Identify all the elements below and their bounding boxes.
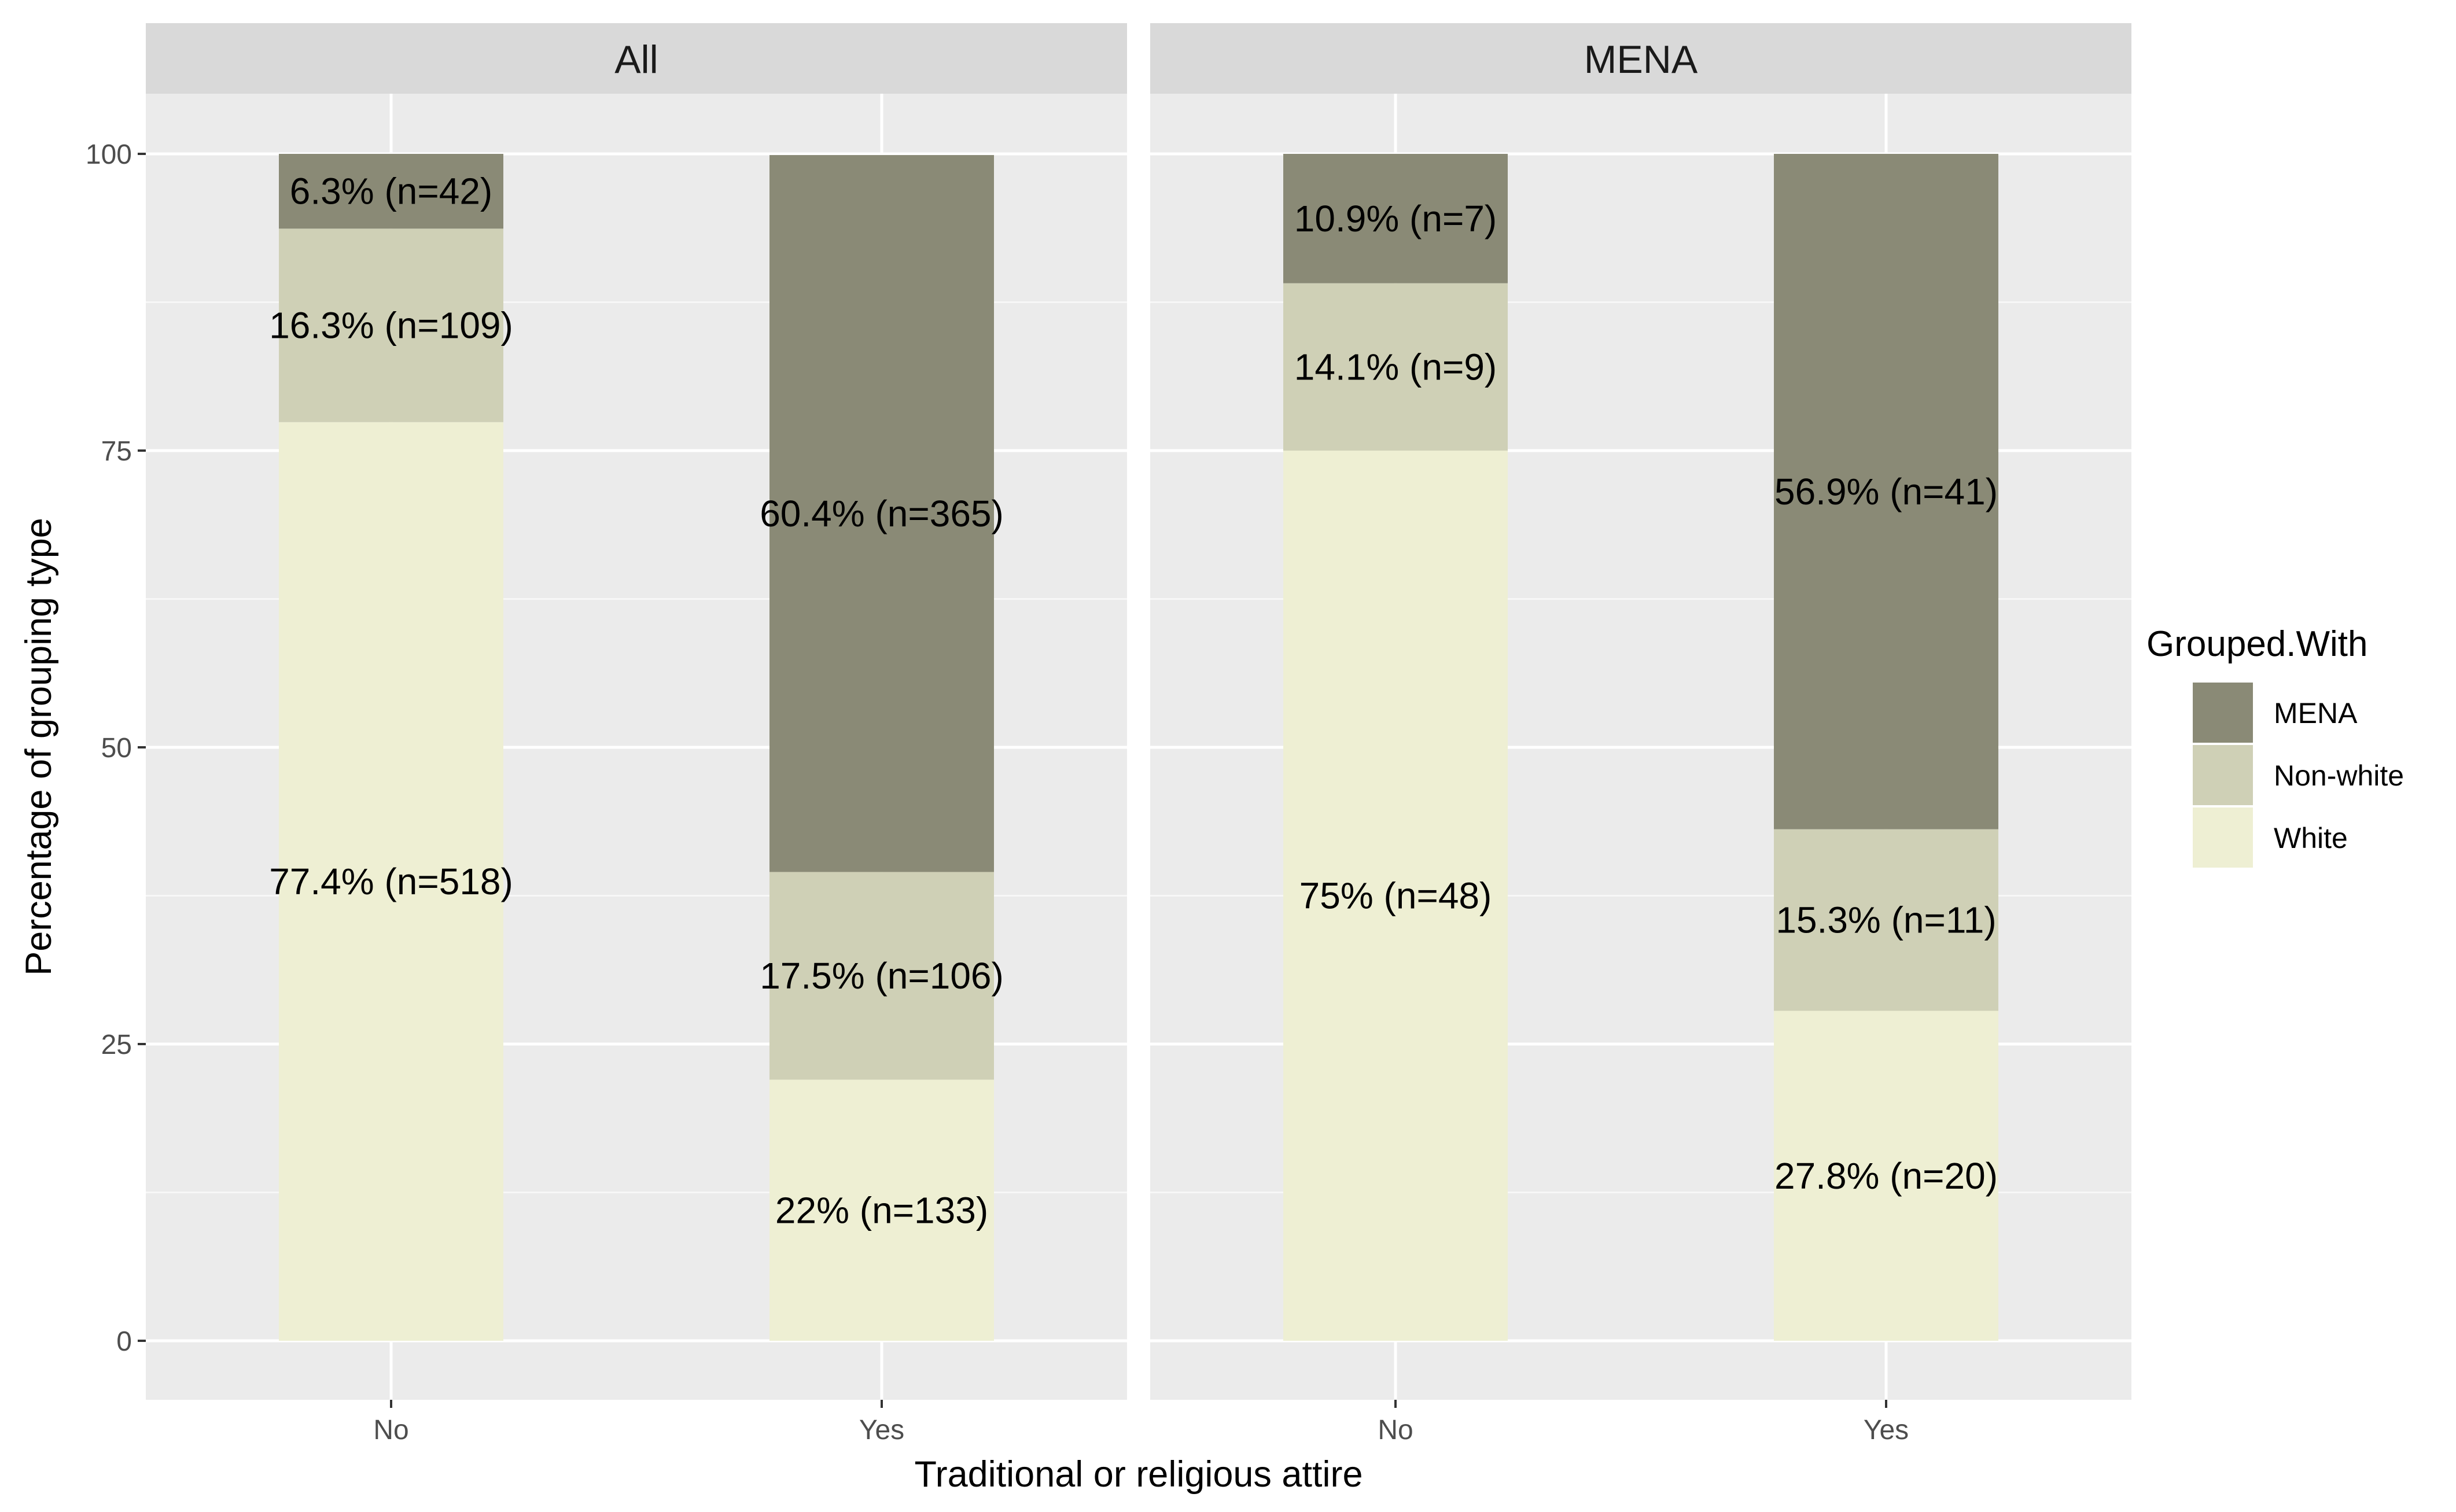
legend-key-non-white — [2193, 745, 2253, 805]
bar-data-label: 6.3% (n=42) — [290, 171, 492, 212]
bar-labels: 77.4% (n=518) 16.3% (n=109) 6.3% (n=42) 22%… — [269, 171, 1004, 1231]
bar-labels: 75% (n=48) 14.1% (n=9) 10.9% (n=7) 27.8% (n… — [1294, 198, 1998, 1197]
bar-data-label: 75% (n=48) — [1299, 875, 1492, 917]
bar-data-label: 27.8% (n=20) — [1774, 1155, 1998, 1197]
bar-data-label: 16.3% (n=109) — [269, 305, 513, 346]
bar-data-label: 10.9% (n=7) — [1294, 198, 1497, 239]
bar-segment-mena-no — [1283, 154, 1508, 283]
bar-data-label: 22% (n=133) — [775, 1189, 988, 1231]
panel-title: MENA — [1584, 38, 1698, 82]
legend-label: Non-white — [2274, 759, 2404, 792]
bar-segment-non-white-no — [1283, 283, 1508, 451]
x-tick-label: No — [1378, 1415, 1413, 1445]
legend-label: MENA — [2274, 697, 2358, 729]
legend-title: Grouped.With — [2146, 624, 2368, 664]
bar-segment-white-yes — [1774, 1011, 1998, 1341]
x-axis-all: No Yes — [373, 1400, 904, 1445]
bar-segment-mena-no — [279, 154, 503, 229]
x-axis-mena: No Yes — [1378, 1400, 1909, 1445]
x-tick-label: Yes — [1864, 1415, 1909, 1445]
y-tick-label: 75 — [101, 436, 132, 467]
x-tick-label: Yes — [859, 1415, 904, 1445]
y-tick-label: 25 — [101, 1030, 132, 1060]
bar-data-label: 77.4% (n=518) — [269, 861, 513, 902]
bar-segment-white-yes — [769, 1079, 994, 1341]
legend-items: MENA Non-white White — [2193, 683, 2404, 868]
x-tick-label: No — [373, 1415, 408, 1445]
legend-key-white — [2193, 807, 2253, 868]
y-tick-label: 100 — [86, 139, 132, 170]
y-tick-label: 50 — [101, 733, 132, 764]
bar-data-label: 60.4% (n=365) — [760, 493, 1004, 534]
bars — [279, 154, 994, 1341]
panel-all: All 77.4% (n=518) 16.3% (n=109) 6.3% (n=42… — [146, 23, 1127, 1400]
bar-segment-non-white-yes — [1774, 829, 1998, 1011]
x-axis-title: Traditional or religious attire — [914, 1454, 1363, 1495]
panel-mena: MENA 75% (n=48) 14.1% (n=9) 10.9% (n=7) 27.… — [1150, 23, 2131, 1400]
bar-segment-white-no — [279, 422, 503, 1341]
bar-data-label: 15.3% (n=11) — [1776, 899, 1996, 941]
panel-strip — [1150, 23, 2131, 94]
bars — [1283, 154, 1998, 1341]
legend-key-mena — [2193, 683, 2253, 743]
bar-data-label: 14.1% (n=9) — [1294, 346, 1497, 388]
bar-segment-non-white-yes — [769, 872, 994, 1080]
legend: Grouped.With MENA Non-white White — [2146, 624, 2404, 868]
y-axis: 0 25 50 75 100 — [86, 139, 146, 1357]
bar-segment-mena-yes — [769, 155, 994, 872]
bar-segment-mena-yes — [1774, 154, 1998, 829]
panel-title: All — [614, 38, 658, 82]
bar-segment-non-white-no — [279, 228, 503, 422]
bar-data-label: 56.9% (n=41) — [1774, 471, 1998, 512]
bar-segment-white-no — [1283, 451, 1508, 1341]
legend-label: White — [2274, 822, 2348, 854]
bar-data-label: 17.5% (n=106) — [760, 955, 1004, 997]
y-axis-title: Percentage of grouping type — [19, 518, 59, 976]
panel-strip — [146, 23, 1127, 94]
y-tick-label: 0 — [116, 1326, 132, 1357]
